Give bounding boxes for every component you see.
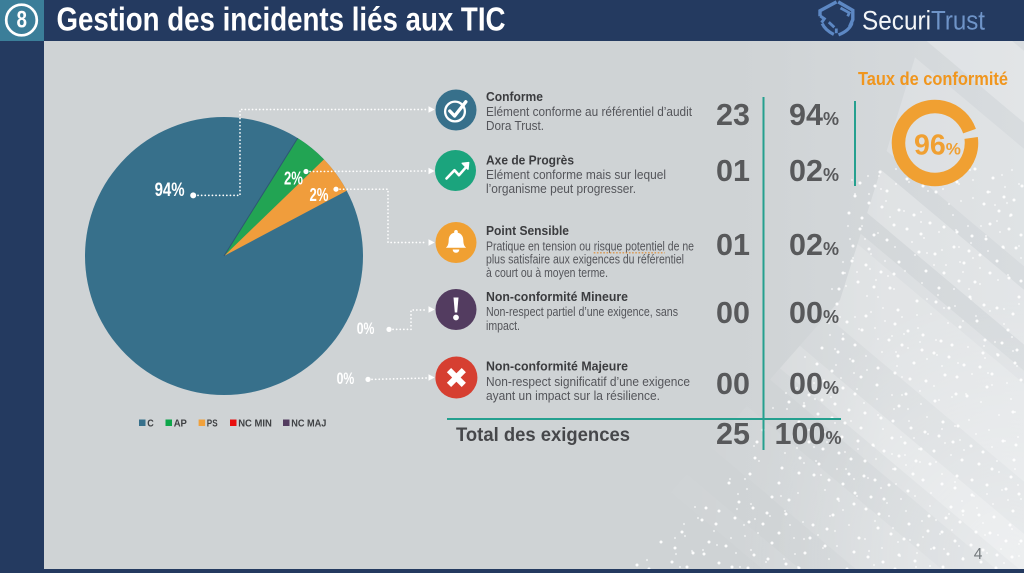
svg-text:Total des exigences: Total des exigences <box>456 424 630 446</box>
svg-text:l’organisme peut progresser.: l’organisme peut progresser. <box>486 182 636 196</box>
svg-text:impact.: impact. <box>486 319 520 333</box>
svg-text:0%: 0% <box>357 320 375 338</box>
svg-text:AP: AP <box>174 418 187 429</box>
svg-text:Elément conforme mais sur lequ: Elément conforme mais sur lequel <box>486 168 666 182</box>
svg-text:94%: 94% <box>155 179 185 201</box>
svg-text:C: C <box>147 418 154 429</box>
svg-text:PS: PS <box>207 418 218 429</box>
svg-text:à court ou à moyen terme.: à court ou à moyen terme. <box>486 266 608 280</box>
svg-text:NC MAJ: NC MAJ <box>291 418 326 429</box>
svg-text:Axe de Progrès: Axe de Progrès <box>486 153 574 167</box>
svg-text:plus satisfaire aux exigences: plus satisfaire aux exigences du référen… <box>486 253 684 267</box>
svg-text:Conforme: Conforme <box>486 90 543 104</box>
svg-text:Taux de conformité: Taux de conformité <box>858 69 1008 89</box>
svg-text:96%: 96% <box>914 130 961 162</box>
svg-text:0%: 0% <box>337 370 355 388</box>
svg-text:Gestion des incidents liés aux: Gestion des incidents liés aux TIC <box>57 2 506 39</box>
svg-text:Pratique en tension ou risque: Pratique en tension ou risque potentiel … <box>486 239 694 253</box>
svg-text:ayant un impact sur la résilie: ayant un impact sur la résilience. <box>486 389 660 403</box>
svg-text:2%: 2% <box>284 169 303 189</box>
svg-text:Point Sensible: Point Sensible <box>486 224 569 238</box>
svg-text:Non-conformité Majeure: Non-conformité Majeure <box>486 360 628 374</box>
svg-text:Elément conforme au référentie: Elément conforme au référentiel d’audit <box>486 105 692 119</box>
svg-text:Non-respect partiel d’une exig: Non-respect partiel d’une exigence, sans <box>486 305 678 319</box>
svg-text:NC MIN: NC MIN <box>238 418 272 429</box>
svg-text:Non-conformité Mineure: Non-conformité Mineure <box>486 290 628 304</box>
svg-text:8: 8 <box>17 7 28 34</box>
svg-text:Trust: Trust <box>931 6 985 36</box>
svg-text:Dora Trust.: Dora Trust. <box>486 119 544 133</box>
svg-text:2%: 2% <box>310 185 329 205</box>
svg-text:Securi: Securi <box>862 6 931 36</box>
svg-text:Non-respect significatif d’une: Non-respect significatif d’une exigence <box>486 375 690 389</box>
